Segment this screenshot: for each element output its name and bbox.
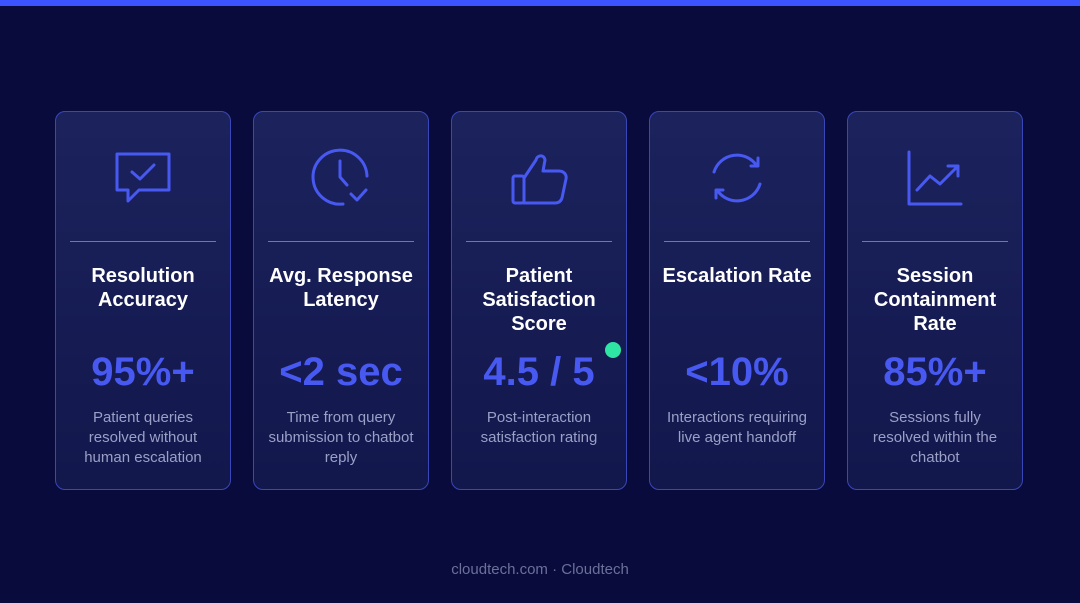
card-title: Escalation Rate (662, 265, 812, 287)
metric-card-patient-satisfaction: Patient Satisfaction Score 4.5 / 5 Post-… (451, 111, 627, 490)
status-dot (605, 342, 621, 358)
card-divider (664, 241, 810, 242)
top-accent-bar (0, 0, 1080, 6)
card-description: Time from query submission to chatbot re… (268, 409, 414, 466)
metric-card-escalation-rate: Escalation Rate <10% Interactions requir… (649, 111, 825, 490)
thumbs-up-icon (507, 146, 571, 210)
trend-up-chart-icon (903, 146, 967, 210)
card-divider (466, 241, 612, 242)
card-value: 4.5 / 5 (483, 350, 595, 394)
metrics-card-row: Resolution Accuracy 95%+ Patient queries… (55, 111, 1025, 492)
card-description: Sessions fully resolved within the chatb… (872, 409, 998, 466)
card-divider (862, 241, 1008, 242)
card-divider (70, 241, 216, 242)
card-value: <10% (685, 350, 789, 394)
card-value: 85%+ (883, 350, 987, 394)
metric-card-resolution-accuracy: Resolution Accuracy 95%+ Patient queries… (55, 111, 231, 490)
card-title: Resolution Accuracy (91, 265, 195, 311)
card-title: Patient Satisfaction Score (482, 265, 596, 335)
card-value: 95%+ (91, 350, 195, 394)
card-description: Interactions requiring live agent handof… (666, 409, 808, 446)
refresh-icon (705, 146, 769, 210)
clock-check-icon (309, 146, 373, 210)
card-description: Patient queries resolved without human e… (84, 409, 202, 466)
chat-check-icon (111, 146, 175, 210)
metric-card-session-containment: Session Containment Rate 85%+ Sessions f… (847, 111, 1023, 490)
card-title: Avg. Response Latency (269, 265, 413, 311)
card-divider (268, 241, 414, 242)
metric-card-response-latency: Avg. Response Latency <2 sec Time from q… (253, 111, 429, 490)
footer-credit: cloudtech.com · Cloudtech (451, 561, 629, 578)
card-description: Post-interaction satisfaction rating (480, 409, 598, 446)
card-value: <2 sec (279, 350, 403, 394)
card-title: Session Containment Rate (873, 265, 997, 335)
